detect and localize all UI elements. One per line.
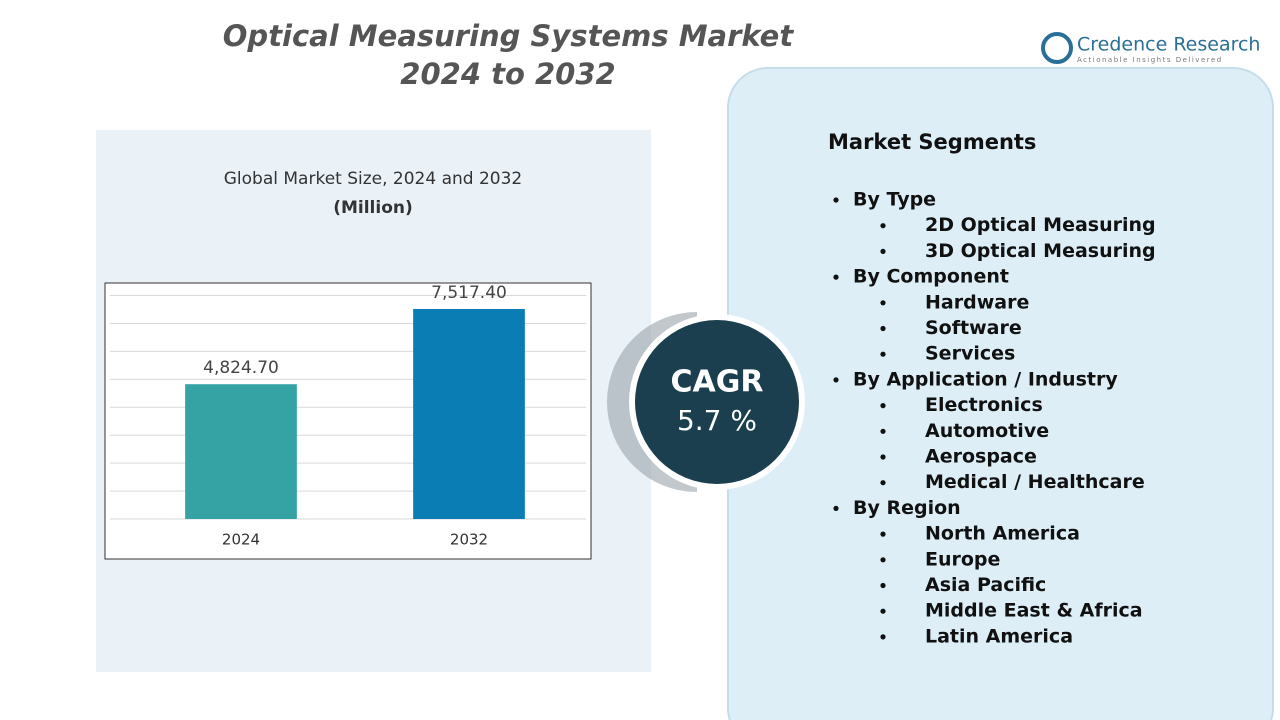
- bullet: [880, 248, 886, 254]
- logo-name: Credence Research: [1077, 34, 1260, 56]
- bar: [185, 384, 297, 519]
- segment-item: Middle East & Africa: [925, 600, 1143, 622]
- chart-title: Global Market Size, 2024 and 2032: [224, 169, 523, 189]
- bullet: [880, 582, 886, 589]
- bullet: [880, 325, 886, 332]
- plot: 4,824.70 2024 7,517.40 2032: [110, 283, 586, 549]
- bullet: [833, 197, 839, 203]
- segment-item: Europe: [925, 548, 1000, 570]
- segment-item: Automotive: [925, 420, 1049, 442]
- cagr-circle: [635, 320, 799, 484]
- segment-item: Hardware: [925, 291, 1029, 313]
- chart-subtitle: (Million): [333, 198, 413, 218]
- page-subtitle: 2024 to 2032: [400, 57, 615, 91]
- data-label: 4,824.70: [203, 358, 279, 378]
- logo-tagline: Actionable Insights Delivered: [1077, 56, 1223, 64]
- segment-item: Medical / Healthcare: [925, 471, 1145, 493]
- segment-item: Electronics: [925, 394, 1043, 416]
- bullet: [880, 454, 886, 460]
- cagr-badge: CAGR 5.7 %: [607, 312, 805, 492]
- cagr-label: CAGR: [671, 365, 764, 400]
- logo-icon: [1041, 32, 1073, 64]
- bullet: [880, 351, 886, 357]
- bullet: [833, 377, 839, 383]
- segment-group: By Region: [853, 497, 961, 519]
- segments-title: Market Segments: [828, 130, 1036, 154]
- segment-group: By Application / Industry: [853, 368, 1118, 390]
- bullet: [880, 531, 886, 537]
- logo: Credence Research Actionable Insights De…: [1041, 32, 1260, 64]
- segments-list: By Type 2D Optical Measuring 3D Optical Me…: [833, 189, 1156, 647]
- x-tick-label: 2032: [450, 531, 488, 549]
- segment-item: Latin America: [925, 625, 1073, 647]
- bullet: [880, 480, 886, 486]
- segment-item: Software: [925, 317, 1022, 339]
- segment-item: 2D Optical Measuring: [925, 214, 1156, 236]
- segment-item: Asia Pacific: [925, 574, 1046, 596]
- bullet: [833, 274, 839, 280]
- segment-item: Aerospace: [925, 446, 1037, 468]
- data-label: 7,517.40: [431, 283, 507, 303]
- bullet: [880, 608, 886, 614]
- bullet: [880, 557, 886, 563]
- segment-item: 3D Optical Measuring: [925, 240, 1156, 262]
- cagr-value: 5.7 %: [677, 404, 757, 437]
- bullet: [833, 505, 839, 511]
- bullet: [880, 403, 886, 409]
- bullet: [880, 428, 886, 434]
- segment-item: Services: [925, 343, 1015, 365]
- x-tick-label: 2024: [222, 531, 260, 549]
- bullet: [880, 300, 886, 306]
- bullet: [880, 223, 886, 229]
- page-title: Optical Measuring Systems Market: [223, 19, 795, 53]
- bar: [413, 308, 525, 519]
- segment-group: By Type: [853, 189, 936, 211]
- segment-group: By Component: [853, 266, 1009, 288]
- segment-item: North America: [925, 523, 1080, 545]
- bullet: [880, 634, 886, 640]
